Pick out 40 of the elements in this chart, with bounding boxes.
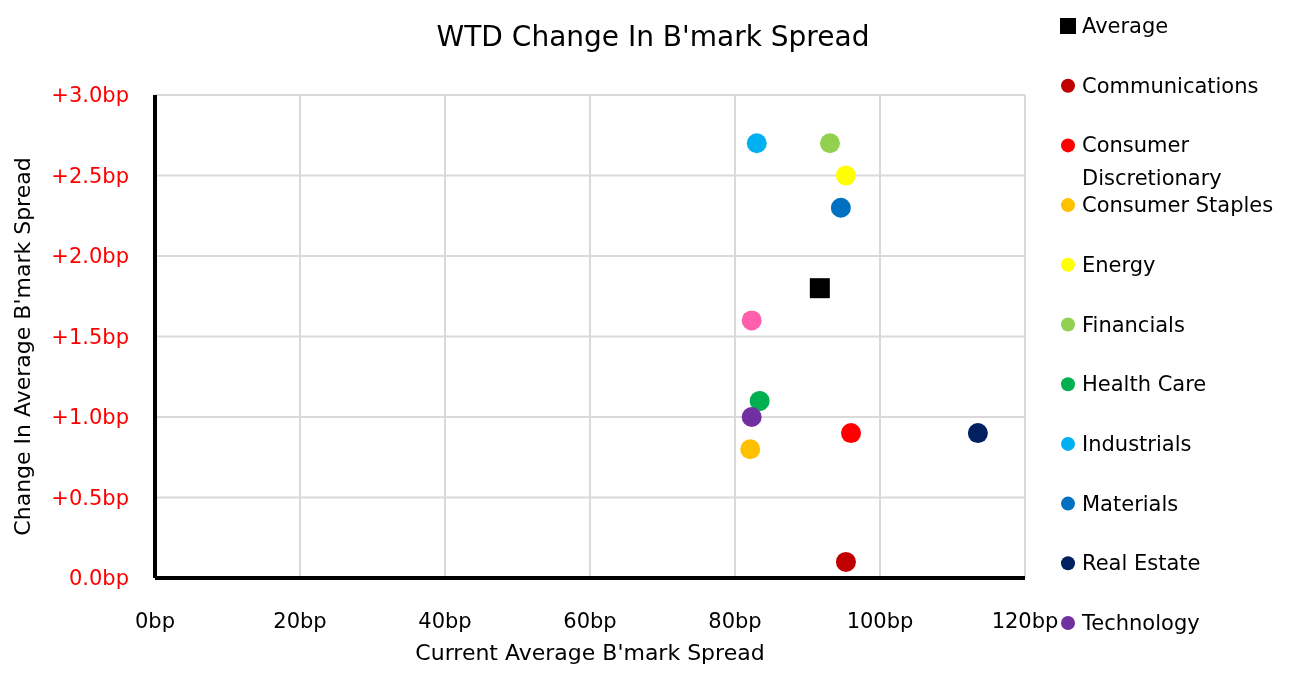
legend-label: Industrials — [1082, 431, 1192, 456]
x-tick-label: 100bp — [846, 609, 914, 633]
y-tick-label: +2.0bp — [51, 244, 129, 268]
legend-label: Communications — [1082, 73, 1259, 98]
y-tick-label: +1.0bp — [51, 405, 129, 429]
legend-label: Energy — [1082, 252, 1156, 277]
y-tick-label: +2.5bp — [51, 163, 129, 188]
x-axis-title: Current Average B'mark Spread — [415, 640, 765, 665]
y-tick-label: +3.0bp — [51, 83, 129, 107]
point — [967, 423, 988, 444]
point — [740, 439, 761, 460]
x-tick-label: 20bp — [273, 609, 327, 633]
legend-label: Average — [1082, 14, 1169, 38]
y-tick-label: +1.5bp — [51, 324, 129, 349]
legend-label: Materials — [1082, 491, 1179, 516]
point — [830, 197, 851, 218]
point — [819, 133, 840, 154]
point — [741, 310, 762, 331]
x-tick-label: 0bp — [134, 609, 176, 633]
legend-label: Health Care — [1082, 372, 1207, 397]
point — [809, 278, 830, 299]
x-tick-label: 120bp — [991, 609, 1059, 633]
x-tick-label: 80bp — [708, 609, 762, 633]
y-axis-title: Change In Average B'mark Spread — [10, 157, 35, 536]
point — [749, 390, 770, 411]
legend-label: Consumer Discretionary — [1082, 133, 1222, 191]
legend-label: Technology — [1081, 611, 1200, 635]
point — [835, 551, 856, 572]
legend-label: Financials — [1082, 312, 1185, 337]
point — [741, 407, 762, 427]
chart-title: WTD Change In B'mark Spread — [436, 20, 870, 53]
y-tick-label: +0.5bp — [51, 485, 129, 510]
legend-label: Consumer Staples — [1082, 193, 1274, 218]
x-tick-label: 40bp — [418, 609, 472, 633]
point — [746, 133, 767, 154]
point — [835, 165, 856, 186]
x-tick-label: 60bp — [563, 609, 617, 633]
legend-label: Real Estate — [1082, 551, 1201, 576]
y-tick-label: 0.0bp — [68, 566, 129, 590]
point — [841, 423, 861, 444]
